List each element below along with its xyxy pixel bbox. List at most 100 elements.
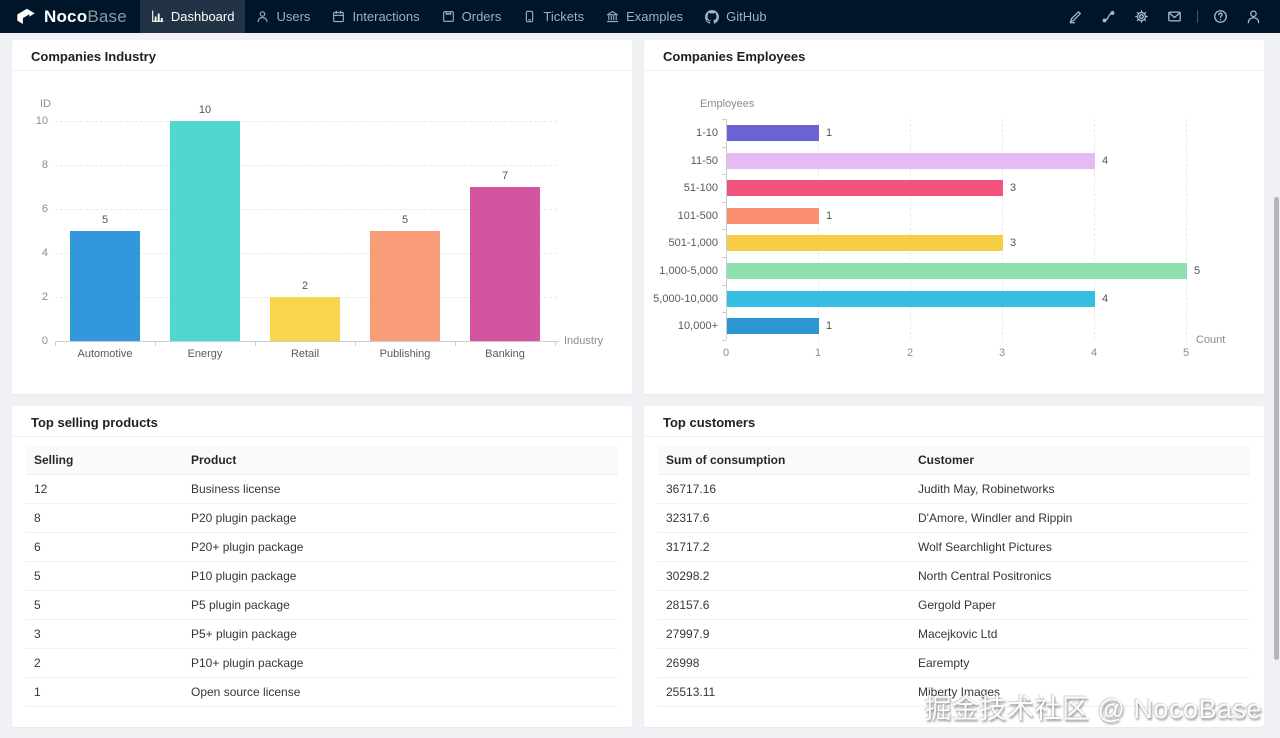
table-row: 12 Business license xyxy=(26,474,618,504)
table-row: 25513.11 Miberty Images xyxy=(658,677,1250,707)
table-cell: 6 xyxy=(26,532,183,562)
table-row: 3 P5+ plugin package xyxy=(26,619,618,649)
y-category-label: 1,000-5,000 xyxy=(659,265,718,277)
nav-item-label: Tickets xyxy=(543,9,585,24)
gridline xyxy=(1094,119,1095,340)
table-cell: P5+ plugin package xyxy=(183,619,618,649)
bar-11-50[interactable] xyxy=(727,152,1095,169)
bar-1-10[interactable] xyxy=(727,125,819,141)
gear-icon[interactable] xyxy=(1125,0,1158,33)
y-axis-tick xyxy=(722,174,726,176)
nav-item-label: Examples xyxy=(626,9,684,24)
bar-energy[interactable] xyxy=(170,120,240,341)
y-category-label: 1-10 xyxy=(695,127,718,139)
nav-item-label: Dashboard xyxy=(170,9,235,24)
table-cell: 28157.6 xyxy=(658,590,910,620)
y-axis-tick xyxy=(722,146,726,148)
table-row: 28157.6 Gergold Paper xyxy=(658,590,1250,620)
bar-value-label: 5 xyxy=(1194,265,1201,277)
table-cell: 31717.2 xyxy=(658,532,910,562)
table-cell: 30298.2 xyxy=(658,561,910,591)
calendar-icon xyxy=(332,10,345,23)
table-cell: Business license xyxy=(183,474,618,504)
nav-item-dashboard[interactable]: Dashboard xyxy=(139,0,246,33)
nav-menu: Dashboard Users Interactions Orders Tickets E… xyxy=(139,0,778,33)
dashboard-content: Companies Industry ID 0 2 4 6 8 10 5 Automotive 1… xyxy=(0,33,1280,727)
gridline xyxy=(818,119,819,340)
column-header-selling: Selling xyxy=(26,446,183,475)
companies-industry-chart: ID 0 2 4 6 8 10 5 Automotive 10 Energy 2 Retail 5 Publ… xyxy=(12,40,632,394)
x-axis-tick xyxy=(55,342,56,346)
table-row: 36717.16 Judith May, Robinetworks xyxy=(658,474,1250,504)
github-icon xyxy=(705,9,720,24)
bar-retail[interactable] xyxy=(270,296,340,341)
y-axis-tick xyxy=(722,312,726,314)
nav-item-users[interactable]: Users xyxy=(245,0,321,33)
bar-10000[interactable] xyxy=(727,318,819,335)
bar-value-label: 10 xyxy=(198,103,212,116)
table-row: 5 P10 plugin package xyxy=(26,561,618,591)
bar-value-label: 3 xyxy=(1010,237,1017,250)
bar-value-label: 5 xyxy=(101,213,109,226)
table-cell: North Central Positronics xyxy=(910,561,1250,591)
table-cell: Earempty xyxy=(910,648,1250,678)
bar-51-100[interactable] xyxy=(727,180,1003,197)
bar-value-label: 4 xyxy=(1102,154,1109,167)
bar-automotive[interactable] xyxy=(70,230,140,341)
top-customers-table: Sum of consumption Customer 36717.16 Judi… xyxy=(658,446,1250,707)
bar-banking[interactable] xyxy=(470,186,540,341)
nav-item-label: Users xyxy=(276,9,311,24)
bar-501-1000[interactable] xyxy=(727,235,1003,252)
nav-item-github[interactable]: GitHub xyxy=(694,0,777,33)
nav-item-orders[interactable]: Orders xyxy=(431,0,513,33)
bar-101-500[interactable] xyxy=(727,207,819,224)
highlighter-icon[interactable] xyxy=(1059,0,1092,33)
bar-5000-10000[interactable] xyxy=(727,290,1095,307)
x-category-label: Retail xyxy=(290,348,320,360)
gridline xyxy=(1002,119,1003,340)
bar-value-label: 4 xyxy=(1102,292,1109,305)
table-cell: 27997.9 xyxy=(658,619,910,649)
nav-item-examples[interactable]: Examples xyxy=(595,0,694,33)
table-cell: Miberty Images xyxy=(910,677,1250,707)
table-header-row: Selling Product xyxy=(26,446,618,475)
x-tick-label: 2 xyxy=(906,347,914,359)
table-row: 6 P20+ plugin package xyxy=(26,532,618,562)
panel-title-top-customers: Top customers xyxy=(644,406,1264,437)
y-tick-label: 8 xyxy=(41,158,48,171)
companies-employees-chart: Employees 0 1 2 3 4 5 1-10 1 11-50 4 51-100 3 101-500… xyxy=(644,40,1264,394)
y-tick-label: 2 xyxy=(41,290,48,303)
x-axis-tick xyxy=(155,342,156,346)
table-cell: Gergold Paper xyxy=(910,590,1250,620)
bar-value-label: 1 xyxy=(826,209,833,222)
y-axis-tick xyxy=(722,257,726,258)
account-icon[interactable] xyxy=(1237,0,1270,33)
help-icon[interactable] xyxy=(1204,0,1237,33)
panel-title-top-selling-products: Top selling products xyxy=(12,406,632,437)
nav-item-label: Orders xyxy=(461,9,502,24)
bar-value-label: 1 xyxy=(826,320,833,333)
nav-item-interactions[interactable]: Interactions xyxy=(321,0,430,33)
table-header-row: Sum of consumption Customer xyxy=(658,446,1250,475)
nav-item-tickets[interactable]: Tickets xyxy=(512,0,595,33)
x-tick-label: 1 xyxy=(814,347,822,359)
table-row: 27997.9 Macejkovic Ltd xyxy=(658,619,1250,649)
nocobase-logo-icon xyxy=(15,6,37,28)
box-icon xyxy=(442,10,455,23)
y-axis-line xyxy=(726,119,727,340)
y-axis-tick xyxy=(722,201,726,203)
table-row: 26998 Earempty xyxy=(658,648,1250,678)
column-header-product: Product xyxy=(183,446,618,475)
bar-publishing[interactable] xyxy=(370,230,440,341)
panel-companies-employees: Companies Employees Employees 0 1 2 3 4 5 1-10 1… xyxy=(644,40,1264,394)
table-row: 32317.6 D'Amore, Windler and Rippin xyxy=(658,503,1250,533)
top-nav: NocoBase Dashboard Users Interactions Order… xyxy=(0,0,1280,33)
bar-1000-5000[interactable] xyxy=(727,263,1187,279)
api-icon[interactable] xyxy=(1092,0,1125,33)
gridline xyxy=(55,164,557,166)
scrollbar-thumb[interactable] xyxy=(1274,197,1279,660)
mail-icon[interactable] xyxy=(1158,0,1191,33)
y-axis-tick xyxy=(722,339,726,341)
table-cell: 12 xyxy=(26,474,183,504)
nocobase-logo[interactable]: NocoBase xyxy=(0,0,140,33)
